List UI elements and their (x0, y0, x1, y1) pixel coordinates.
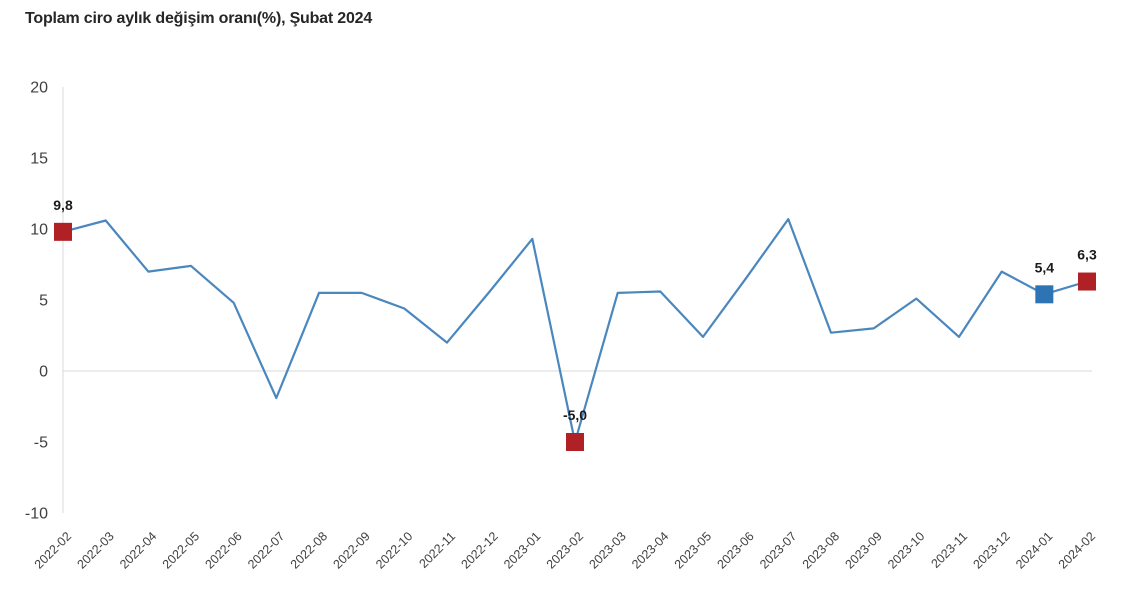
x-tick-label: 2022-10 (373, 529, 415, 571)
x-tick-label: 2023-09 (842, 529, 884, 571)
y-tick-label: -5 (34, 435, 48, 452)
x-tick-label: 2023-10 (885, 529, 927, 571)
x-tick-label: 2022-03 (74, 529, 116, 571)
x-tick-label: 2022-05 (160, 529, 202, 571)
y-tick-label: 10 (30, 222, 48, 239)
x-tick-label: 2023-11 (928, 529, 970, 571)
x-tick-label: 2023-07 (757, 529, 799, 571)
data-label: 5,4 (1035, 259, 1055, 275)
y-tick-label: 20 (30, 80, 48, 97)
x-tick-label: 2023-04 (629, 529, 671, 571)
x-tick-label: 2023-01 (501, 529, 543, 571)
x-tick-label: 2022-12 (458, 529, 500, 571)
x-tick-label: 2023-06 (714, 529, 756, 571)
highlight-marker (1078, 272, 1096, 291)
x-tick-label: 2023-02 (544, 529, 586, 571)
x-tick-label: 2022-02 (32, 529, 74, 571)
chart-title: Toplam ciro aylık değişim oranı(%), Şuba… (25, 10, 373, 27)
x-tick-label: 2022-09 (330, 529, 372, 571)
x-tick-label: 2022-04 (117, 529, 159, 571)
x-tick-label: 2024-02 (1056, 529, 1098, 571)
data-label: 9,8 (53, 197, 73, 213)
data-label: 6,3 (1077, 247, 1097, 263)
data-label: -5,0 (563, 407, 587, 423)
x-tick-label: 2022-08 (288, 529, 330, 571)
x-tick-label: 2023-03 (586, 529, 628, 571)
x-tick-label: 2023-12 (970, 529, 1012, 571)
x-tick-label: 2022-06 (202, 529, 244, 571)
x-tick-label: 2022-07 (245, 529, 287, 571)
y-tick-label: 15 (30, 151, 48, 168)
x-tick-label: 2022-11 (416, 529, 458, 571)
y-tick-label: 0 (39, 364, 48, 381)
highlight-marker (54, 222, 72, 241)
highlight-marker (1035, 285, 1054, 304)
highlight-marker (566, 433, 584, 451)
y-tick-label: 5 (39, 293, 48, 310)
x-tick-label: 2023-08 (800, 529, 842, 571)
x-tick-label: 2024-01 (1013, 529, 1055, 571)
y-tick-label: -10 (25, 506, 48, 523)
x-tick-label: 2023-05 (672, 529, 714, 571)
